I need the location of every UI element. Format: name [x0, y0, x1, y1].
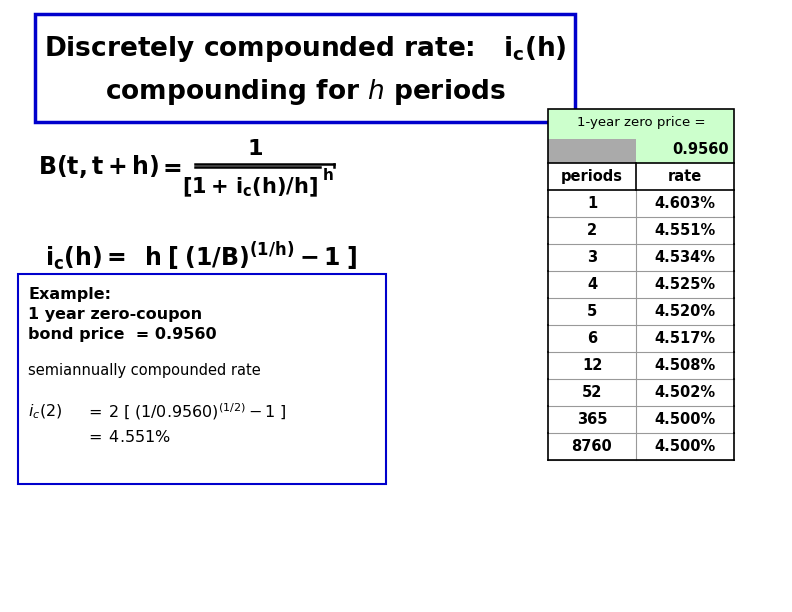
Text: 12: 12 — [582, 358, 602, 373]
Text: periods: periods — [561, 169, 623, 184]
Text: 4.517%: 4.517% — [654, 331, 715, 346]
Text: 4.500%: 4.500% — [654, 412, 716, 427]
Text: 0.9560: 0.9560 — [672, 142, 729, 157]
Text: 52: 52 — [582, 385, 602, 400]
Text: 3: 3 — [587, 250, 597, 265]
FancyBboxPatch shape — [548, 139, 636, 163]
Text: $=\;2\;[\;(1/0.9560)^{(1/2)}-1\;]$: $=\;2\;[\;(1/0.9560)^{(1/2)}-1\;]$ — [85, 401, 286, 422]
Text: 4.534%: 4.534% — [654, 250, 715, 265]
Text: $\mathbf{[1 + \,i_c(h)/h]}$: $\mathbf{[1 + \,i_c(h)/h]}$ — [182, 175, 318, 199]
Text: semiannually compounded rate: semiannually compounded rate — [28, 362, 261, 378]
Text: bond price  = 0.9560: bond price = 0.9560 — [28, 326, 217, 341]
FancyBboxPatch shape — [18, 274, 386, 484]
FancyBboxPatch shape — [548, 109, 734, 163]
Text: Discretely compounded rate:   $\mathbf{i_c(h)}$: Discretely compounded rate: $\mathbf{i_c… — [44, 34, 566, 64]
Text: 1-year zero price =: 1-year zero price = — [577, 116, 705, 129]
Text: 4.508%: 4.508% — [654, 358, 716, 373]
Text: 4.525%: 4.525% — [654, 277, 715, 292]
Text: compounding for $\mathit{h}$ periods: compounding for $\mathit{h}$ periods — [105, 76, 505, 106]
Text: 1 year zero-coupon: 1 year zero-coupon — [28, 307, 202, 321]
Text: 365: 365 — [577, 412, 607, 427]
Text: 4.500%: 4.500% — [654, 439, 716, 454]
Text: 8760: 8760 — [572, 439, 612, 454]
Text: 2: 2 — [587, 223, 597, 238]
Text: Example:: Example: — [28, 286, 111, 302]
Text: $\mathbf{B(t,t+h)}$: $\mathbf{B(t,t+h)}$ — [38, 154, 159, 181]
Text: 1: 1 — [247, 139, 263, 159]
Text: 4.603%: 4.603% — [654, 196, 715, 211]
Text: $i_c(2)$: $i_c(2)$ — [28, 403, 63, 421]
Text: 4.502%: 4.502% — [654, 385, 715, 400]
Text: 4.520%: 4.520% — [654, 304, 715, 319]
Text: $\mathbf{i_c(h) = \;\; h \; [\; (1/B)^{(1/h)} - 1 \;]}$: $\mathbf{i_c(h) = \;\; h \; [\; (1/B)^{(… — [45, 241, 357, 274]
Text: $=\;4.551\%$: $=\;4.551\%$ — [85, 429, 171, 445]
Text: rate: rate — [668, 169, 703, 184]
Text: $\mathbf{=}$: $\mathbf{=}$ — [158, 155, 182, 179]
FancyBboxPatch shape — [35, 14, 575, 122]
Text: 6: 6 — [587, 331, 597, 346]
Text: 4: 4 — [587, 277, 597, 292]
Text: 5: 5 — [587, 304, 597, 319]
Text: $\mathbf{h}$: $\mathbf{h}$ — [322, 167, 333, 183]
Text: 4.551%: 4.551% — [654, 223, 716, 238]
Text: 1: 1 — [587, 196, 597, 211]
